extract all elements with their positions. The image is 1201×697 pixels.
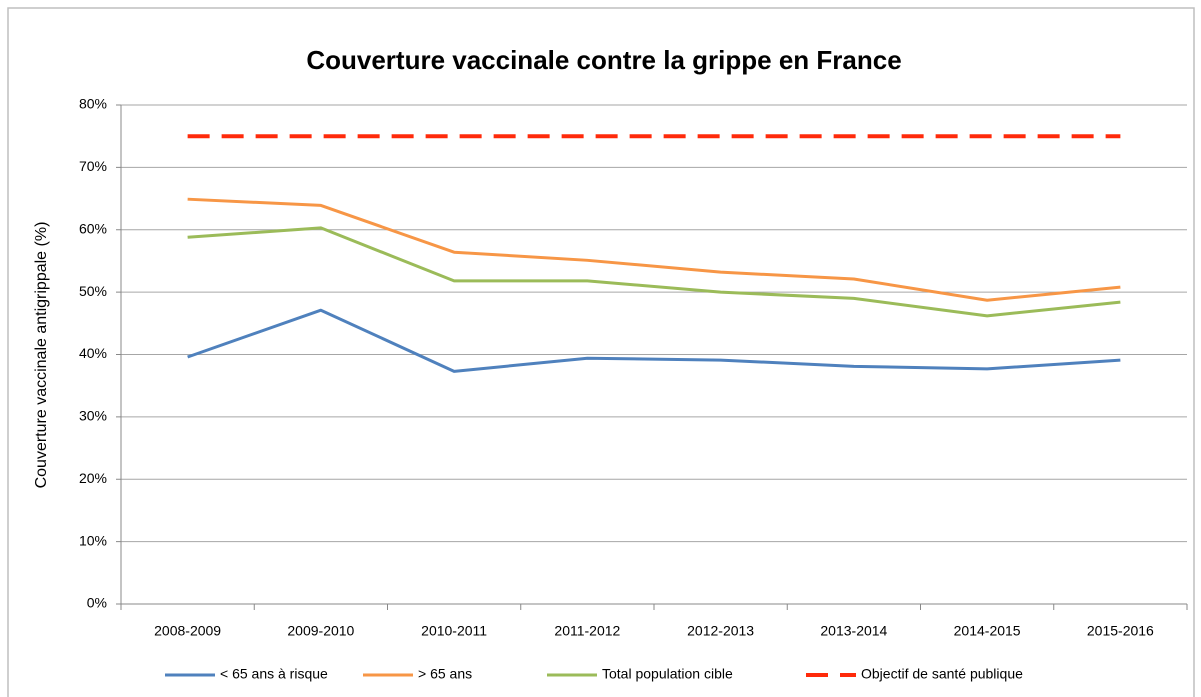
x-tick-label: 2012-2013: [687, 623, 754, 639]
y-tick-label: 70%: [79, 158, 107, 174]
y-tick-label: 40%: [79, 345, 107, 361]
x-tick-label: 2013-2014: [820, 623, 887, 639]
y-tick-label: 0%: [87, 595, 107, 611]
series-line: [187, 226, 1121, 318]
x-tick-label: 2010-2011: [421, 623, 487, 639]
chart-title: Couverture vaccinale contre la grippe en…: [306, 45, 901, 75]
legend-label: Objectif de santé publique: [861, 666, 1023, 682]
chart-frame: [7, 7, 1195, 697]
y-tick-label: 10%: [79, 532, 107, 548]
y-tick-label: 60%: [79, 220, 107, 236]
x-tick-label: 2015-2016: [1087, 623, 1154, 639]
x-tick-label: 2009-2010: [287, 623, 354, 639]
x-tick-label: 2014-2015: [954, 623, 1021, 639]
y-tick-label: 50%: [79, 283, 107, 299]
x-tick-label: 2008-2009: [154, 623, 221, 639]
legend-label: < 65 ans à risque: [220, 666, 328, 682]
y-tick-label: 80%: [79, 96, 107, 112]
y-tick-label: 20%: [79, 470, 107, 486]
x-tick-label: 2011-2012: [554, 623, 620, 639]
y-axis-label: Couverture vaccinale antigrippale (%): [33, 222, 50, 489]
series-line: [187, 308, 1121, 373]
series-line: [187, 197, 1121, 302]
y-tick-label: 30%: [79, 408, 107, 424]
legend-label: > 65 ans: [418, 666, 472, 682]
legend-label: Total population cible: [602, 666, 733, 682]
